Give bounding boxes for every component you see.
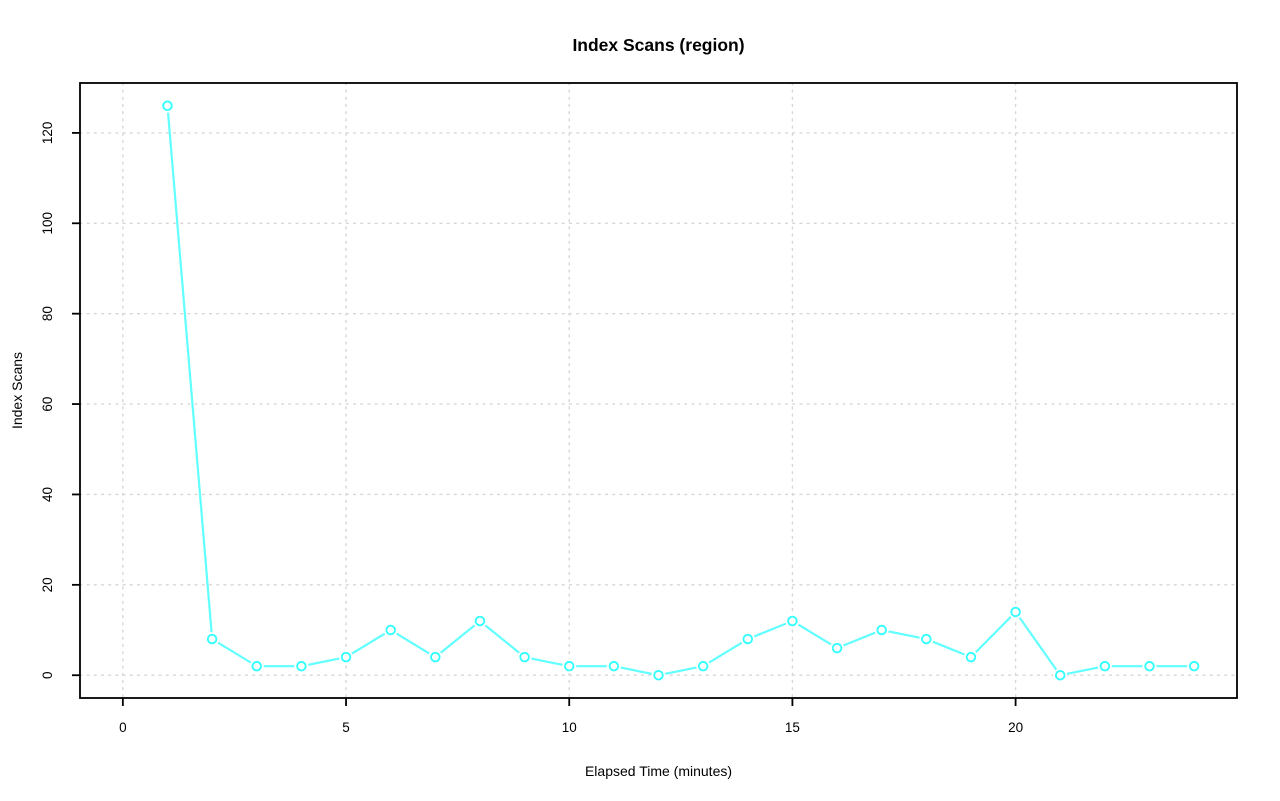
x-tick-label: 20 <box>1008 720 1023 735</box>
data-point-marker <box>385 624 396 636</box>
data-point-marker <box>787 615 798 627</box>
y-tick-label: 120 <box>40 122 55 145</box>
y-tick-label: 40 <box>40 487 55 502</box>
data-point-marker <box>1099 660 1111 672</box>
x-tick-label: 5 <box>342 720 350 735</box>
gridlines <box>79 82 1238 699</box>
data-point-marker <box>162 100 173 112</box>
data-point-marker <box>296 660 307 672</box>
y-tick-label: 60 <box>40 397 55 412</box>
data-point-marker <box>474 615 486 627</box>
y-tick-label: 20 <box>40 577 55 592</box>
data-point-marker <box>876 624 887 636</box>
data-series <box>160 98 1202 683</box>
y-tick-label: 0 <box>40 671 55 679</box>
y-tick-label: 100 <box>40 212 55 235</box>
plot-border <box>79 82 1238 699</box>
data-point-marker <box>519 651 530 663</box>
data-point-marker <box>340 651 352 663</box>
chart-title: Index Scans (region) <box>572 35 744 55</box>
x-tick-labels: 0 5 10 15 20 <box>119 720 1023 735</box>
data-point-marker <box>206 633 218 645</box>
x-tick-label: 15 <box>785 720 800 735</box>
data-point-marker <box>1054 669 1066 681</box>
y-tick-labels: 0 20 40 60 80 100 120 <box>40 122 55 679</box>
data-point-marker <box>697 660 709 672</box>
data-point-marker <box>430 651 441 663</box>
data-point-marker <box>1010 606 1021 618</box>
x-tick-label: 10 <box>562 720 577 735</box>
data-point-marker <box>831 642 843 654</box>
y-axis-label: Index Scans <box>9 352 25 429</box>
series-line <box>166 104 1196 677</box>
y-tick-label: 80 <box>40 306 55 321</box>
data-point-marker <box>1144 660 1155 672</box>
data-point-marker <box>965 651 977 663</box>
axis-ticks <box>72 131 1017 706</box>
x-tick-label: 0 <box>119 720 127 735</box>
data-point-marker <box>921 633 932 645</box>
data-point-marker <box>251 660 263 672</box>
x-axis-label: Elapsed Time (minutes) <box>585 763 732 779</box>
data-point-marker <box>653 669 664 681</box>
data-point-marker <box>1188 660 1200 672</box>
data-point-marker <box>608 660 620 672</box>
data-point-marker <box>742 633 754 645</box>
data-point-marker <box>563 660 575 672</box>
